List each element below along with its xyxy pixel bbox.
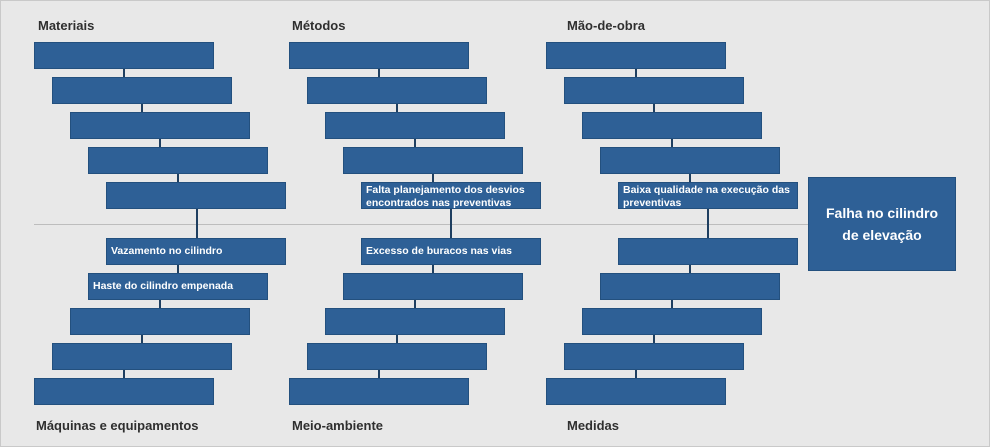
connector-line (378, 369, 380, 379)
connector-line (141, 334, 143, 344)
category-maquinas: Máquinas e equipamentos (36, 418, 199, 433)
connector-line (396, 104, 398, 118)
connector-line (196, 209, 198, 239)
connector-line (653, 104, 655, 118)
connector-line (432, 174, 434, 188)
connector-line (177, 174, 179, 188)
connector-line (432, 264, 434, 274)
connector-line (635, 69, 637, 83)
fishbone-spine (34, 224, 808, 225)
cause-box (564, 77, 744, 104)
cause-box-qualidade: Baixa qualidade na execução das preventi… (618, 182, 798, 209)
cause-box (34, 42, 214, 69)
cause-box (582, 308, 762, 335)
connector-line (689, 174, 691, 188)
connector-line (414, 299, 416, 309)
cause-text: Haste do cilindro empenada (93, 280, 234, 292)
cause-box (618, 238, 798, 265)
cause-box (307, 77, 487, 104)
cause-box (343, 273, 523, 300)
cause-box (34, 378, 214, 405)
category-meio-ambiente: Meio-ambiente (292, 418, 384, 433)
category-medidas: Medidas (567, 418, 620, 433)
connector-line (450, 209, 452, 239)
connector-line (653, 334, 655, 344)
cause-box (307, 343, 487, 370)
cause-box (546, 378, 726, 405)
cause-box (325, 308, 505, 335)
connector-line (671, 299, 673, 309)
cause-box (546, 42, 726, 69)
cause-box (52, 343, 232, 370)
cause-box (70, 308, 250, 335)
cause-text: Vazamento no cilindro (111, 245, 223, 257)
connector-line (123, 369, 125, 379)
connector-line (396, 334, 398, 344)
category-materiais: Materiais (38, 18, 95, 33)
connector-line (159, 299, 161, 309)
cause-box (88, 147, 268, 174)
cause-box (52, 77, 232, 104)
connector-line (141, 104, 143, 118)
cause-text: Baixa qualidade na execução das preventi… (623, 184, 790, 209)
cause-box (289, 378, 469, 405)
connector-line (671, 139, 673, 153)
connector-line (635, 369, 637, 379)
cause-box (343, 147, 523, 174)
connector-line (707, 209, 709, 239)
cause-box (600, 147, 780, 174)
cause-box (325, 112, 505, 139)
cause-box (70, 112, 250, 139)
connector-line (378, 69, 380, 83)
cause-box (600, 273, 780, 300)
problem-text: Falha no cilindro de elevação (825, 205, 938, 243)
cause-box (564, 343, 744, 370)
category-mao-de-obra: Mão-de-obra (567, 18, 645, 33)
category-metodos: Métodos (292, 18, 346, 33)
cause-text: Falta planejamento dos desvios encontrad… (366, 184, 525, 209)
connector-line (689, 264, 691, 274)
problem-box: Falha no cilindro de elevação (808, 177, 956, 271)
cause-box (582, 112, 762, 139)
cause-box-haste: Haste do cilindro empenada (88, 273, 268, 300)
cause-text: Excesso de buracos nas vias (366, 245, 512, 257)
cause-box-buracos: Excesso de buracos nas vias (361, 238, 541, 265)
cause-box (289, 42, 469, 69)
cause-box-vazamento: Vazamento no cilindro (106, 238, 286, 265)
connector-line (123, 69, 125, 83)
connector-line (414, 139, 416, 153)
connector-line (177, 264, 179, 274)
connector-line (159, 139, 161, 153)
cause-box-planejamento: Falta planejamento dos desvios encontrad… (361, 182, 541, 209)
cause-box (106, 182, 286, 209)
